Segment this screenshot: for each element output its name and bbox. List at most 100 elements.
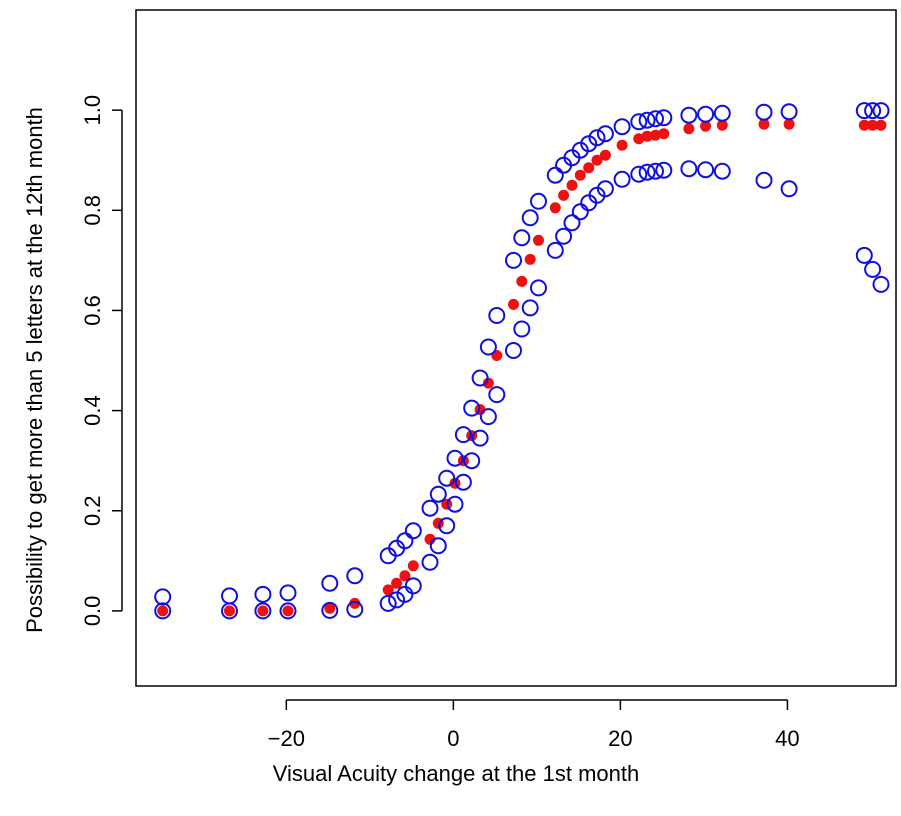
- point-open: [421, 499, 439, 517]
- point-filled: [583, 162, 595, 174]
- point-open: [488, 307, 506, 324]
- point-open: [521, 299, 539, 317]
- point-open: [638, 111, 656, 129]
- point-open: [379, 594, 397, 612]
- point-filled: [524, 253, 536, 265]
- point-open: [713, 162, 731, 180]
- point-filled: [391, 577, 403, 589]
- point-filled: [683, 123, 695, 135]
- x-axis: −20 0 20 40: [268, 699, 800, 751]
- point-open: [404, 577, 422, 595]
- point-open: [864, 260, 882, 278]
- point-open: [546, 241, 564, 259]
- point-open: [254, 585, 272, 603]
- point-open: [530, 192, 547, 210]
- point-open: [346, 600, 364, 618]
- point-open: [513, 229, 531, 247]
- point-open: [613, 170, 631, 188]
- point-open: [546, 166, 564, 184]
- point-filled: [349, 597, 361, 609]
- point-open: [780, 103, 798, 121]
- point-filled: [549, 202, 561, 214]
- point-open: [713, 104, 731, 122]
- series-2: [154, 102, 890, 606]
- point-open: [463, 452, 481, 470]
- point-open: [780, 180, 798, 198]
- y-tick-label: 1.0: [80, 95, 105, 126]
- point-open: [321, 601, 339, 619]
- point-open: [479, 408, 497, 426]
- series-1: [157, 118, 887, 617]
- point-open: [647, 110, 664, 128]
- point-open: [655, 161, 673, 179]
- point-open: [438, 517, 456, 535]
- point-open: [655, 109, 673, 127]
- point-filled: [875, 119, 887, 131]
- point-open: [555, 227, 573, 245]
- point-filled: [867, 119, 879, 131]
- point-filled: [157, 605, 169, 617]
- point-filled: [482, 377, 494, 389]
- point-filled: [407, 560, 419, 572]
- point-open: [154, 588, 172, 606]
- point-open: [429, 485, 447, 503]
- point-open: [471, 369, 489, 387]
- point-open: [454, 473, 472, 491]
- point-open: [647, 162, 664, 180]
- point-open: [404, 522, 422, 540]
- point-filled: [716, 119, 728, 131]
- point-open: [680, 106, 698, 124]
- point-open: [454, 426, 472, 444]
- point-open: [588, 129, 606, 147]
- point-open: [855, 246, 873, 264]
- point-open: [221, 602, 238, 620]
- x-tick-label: 0: [447, 726, 459, 751]
- point-filled: [282, 605, 294, 617]
- data-points: [154, 102, 890, 620]
- point-open: [321, 574, 339, 592]
- y-tick-label: 0.2: [80, 495, 105, 526]
- y-tick-label: 0.0: [80, 596, 105, 627]
- x-tick-label: 20: [608, 726, 632, 751]
- point-filled: [858, 119, 870, 131]
- y-tick-label: 0.8: [80, 195, 105, 226]
- point-open: [471, 429, 489, 447]
- point-open: [488, 386, 506, 404]
- point-filled: [574, 169, 586, 181]
- point-filled: [257, 605, 269, 617]
- series-3: [154, 160, 890, 620]
- point-filled: [533, 234, 544, 246]
- point-open: [864, 102, 882, 120]
- point-filled: [516, 275, 528, 287]
- point-open: [630, 165, 648, 183]
- point-open: [421, 553, 439, 571]
- point-filled: [616, 139, 628, 151]
- point-open: [279, 602, 297, 620]
- point-filled: [508, 298, 519, 310]
- point-open: [446, 495, 464, 513]
- point-open: [513, 320, 531, 338]
- point-filled: [633, 133, 645, 145]
- point-open: [872, 275, 890, 293]
- point-open: [571, 203, 589, 221]
- point-open: [521, 209, 539, 227]
- point-filled: [758, 118, 770, 130]
- point-filled: [382, 584, 394, 596]
- point-open: [396, 532, 414, 550]
- point-open: [596, 180, 614, 198]
- point-open: [463, 399, 481, 417]
- point-filled: [599, 149, 611, 161]
- point-filled: [591, 154, 603, 166]
- point-open: [505, 251, 522, 269]
- point-open: [697, 161, 715, 179]
- point-open: [279, 584, 297, 602]
- point-filled: [224, 605, 235, 617]
- point-open: [697, 105, 715, 123]
- point-filled: [783, 118, 795, 130]
- point-open: [346, 567, 364, 585]
- point-open: [638, 163, 656, 181]
- point-open: [855, 102, 873, 120]
- point-open: [438, 469, 456, 487]
- point-filled: [324, 602, 336, 614]
